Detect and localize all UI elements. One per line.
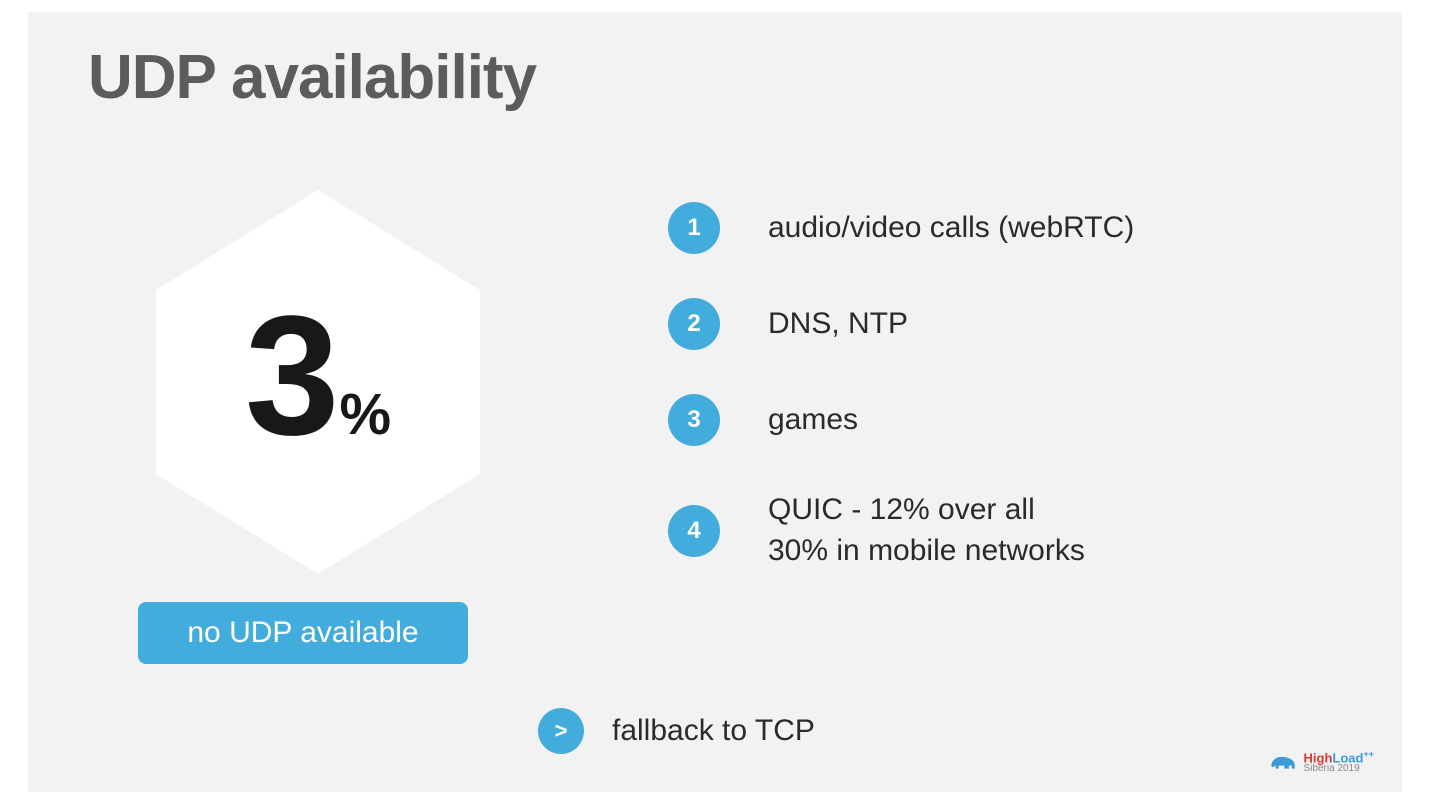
stat-value: 3 <box>245 291 334 461</box>
stat-hexagon: 3 % <box>138 182 498 582</box>
list-item: 2 DNS, NTP <box>668 298 1348 350</box>
list-number-badge: 2 <box>668 298 720 350</box>
arrow-icon: > <box>538 708 584 754</box>
stat-label: no UDP available <box>138 602 468 664</box>
logo-plus: ++ <box>1363 749 1374 759</box>
list-number-badge: 4 <box>668 505 720 557</box>
stat-value-group: 3 % <box>245 291 391 461</box>
list-item: 4 QUIC - 12% over all 30% in mobile netw… <box>668 490 1348 571</box>
list-item-text: games <box>768 400 858 441</box>
use-case-list: 1 audio/video calls (webRTC) 2 DNS, NTP … <box>668 202 1348 615</box>
list-item-text: DNS, NTP <box>768 304 908 345</box>
list-item-text: audio/video calls (webRTC) <box>768 208 1134 249</box>
logo-text: HighLoad++ Siberia 2019 <box>1304 750 1374 774</box>
fallback-text: fallback to TCP <box>612 714 815 748</box>
list-item-text: QUIC - 12% over all 30% in mobile networ… <box>768 490 1085 571</box>
page-title: UDP availability <box>88 42 536 113</box>
slide: UDP availability 3 % no UDP available 1 … <box>28 12 1402 792</box>
footer-logo: HighLoad++ Siberia 2019 <box>1268 750 1374 774</box>
stat-unit: % <box>339 381 391 448</box>
hexagon-shape: 3 % <box>138 182 498 582</box>
list-number-badge: 3 <box>668 394 720 446</box>
fallback-row: > fallback to TCP <box>538 708 815 754</box>
logo-subtitle: Siberia 2019 <box>1304 764 1374 774</box>
bear-icon <box>1268 751 1298 773</box>
list-item: 1 audio/video calls (webRTC) <box>668 202 1348 254</box>
list-number-badge: 1 <box>668 202 720 254</box>
list-item: 3 games <box>668 394 1348 446</box>
